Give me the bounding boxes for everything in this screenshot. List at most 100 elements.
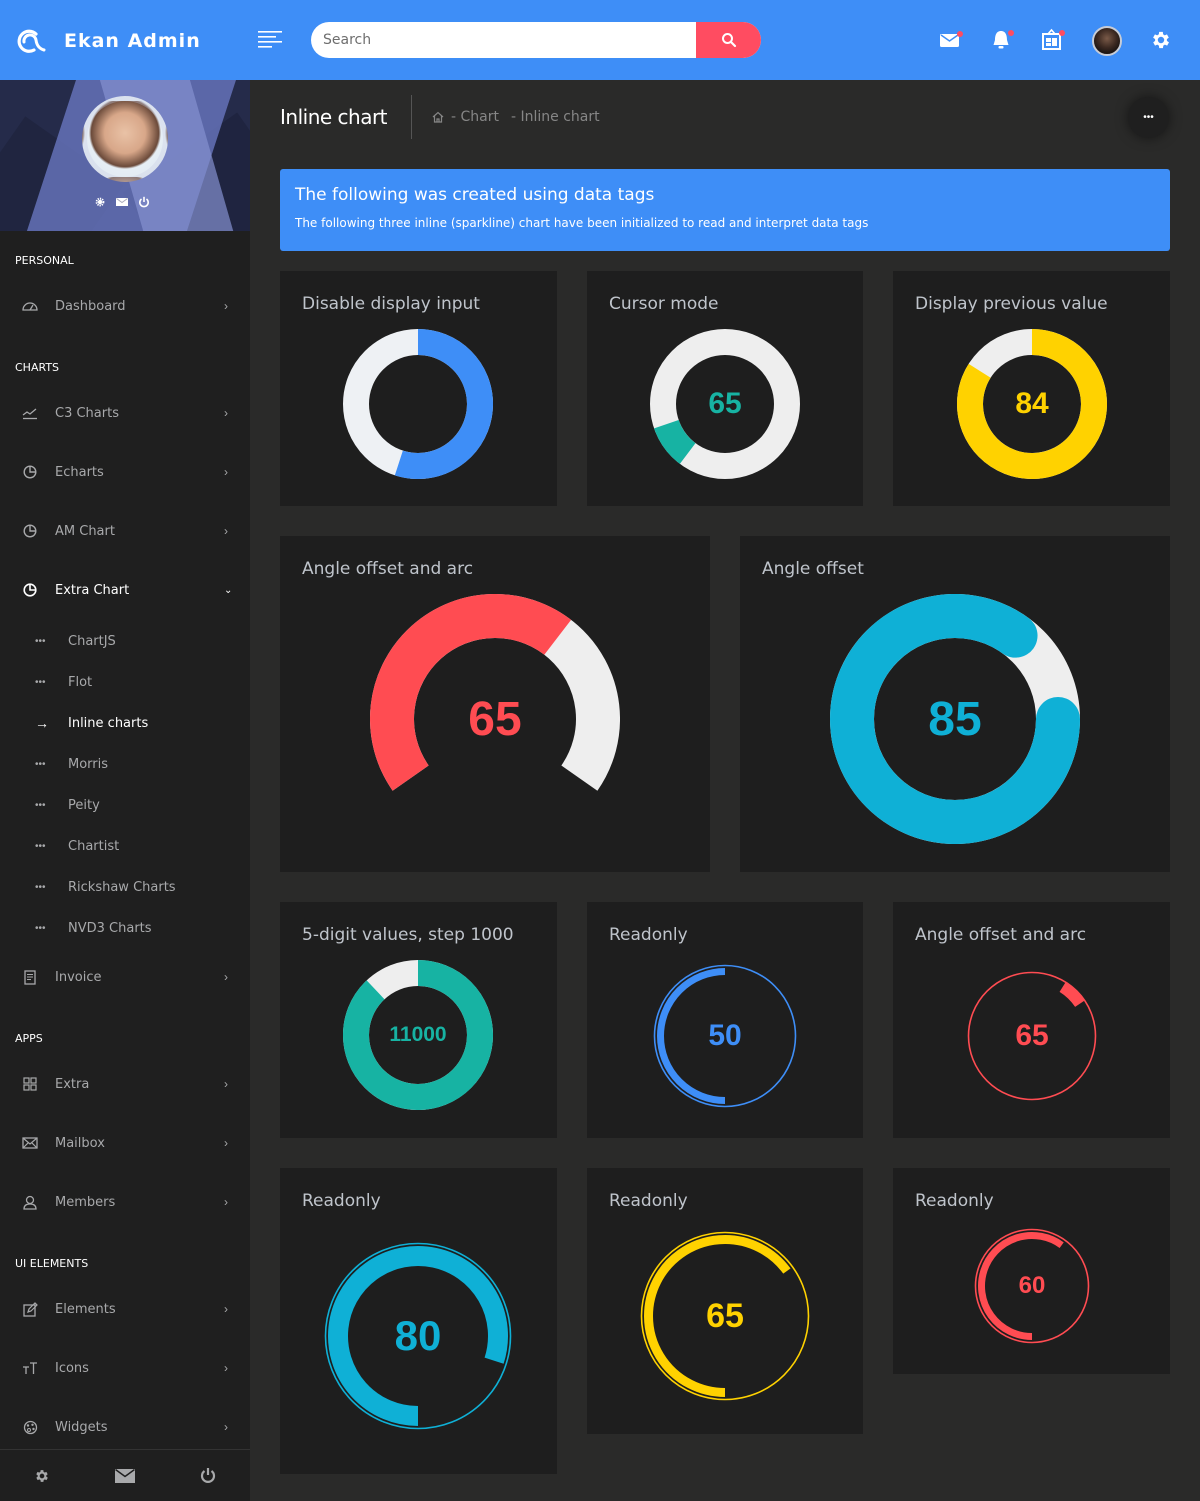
dots-icon: •••: [35, 881, 46, 893]
search-button[interactable]: [696, 22, 761, 58]
breadcrumb-chart[interactable]: - Chart: [451, 109, 499, 125]
chevron-right-icon: ›: [224, 1420, 228, 1434]
user-icon: [22, 1194, 38, 1210]
section-header-charts: CHARTS: [15, 361, 60, 374]
sidebar-subitem-inline-charts[interactable]: → Inline charts: [0, 711, 250, 735]
sidebar-item-label: Dashboard: [55, 298, 126, 314]
chevron-right-icon: ›: [224, 524, 228, 538]
sidebar-item-invoice[interactable]: Invoice ›: [0, 962, 250, 992]
sidebar-subitem-morris[interactable]: ••• Morris: [0, 752, 250, 776]
chevron-right-icon: ›: [224, 1077, 228, 1091]
breadcrumb: - Chart - Inline chart: [431, 109, 600, 125]
knob-card: Angle offset and arc 65: [893, 902, 1170, 1138]
sidebar-item-extra-chart[interactable]: Extra Chart ⌄: [0, 575, 250, 605]
gauge-arc: [370, 594, 620, 791]
chevron-right-icon: ›: [224, 1361, 228, 1375]
knob-card: Readonly 80: [280, 1168, 557, 1474]
gauge-value: 60: [1018, 1272, 1046, 1299]
bell-icon: [993, 31, 1009, 49]
calendar-button[interactable]: [1041, 28, 1065, 52]
gauge-value: 11000: [389, 1023, 447, 1046]
footer-settings-button[interactable]: [0, 1450, 83, 1501]
gauge-value: 84: [1015, 387, 1049, 420]
sidebar-subitem-label: Chartist: [68, 838, 120, 854]
sidebar-item-extra[interactable]: Extra ›: [0, 1069, 250, 1099]
sidebar-item-am-chart[interactable]: AM Chart ›: [0, 516, 250, 546]
power-icon: [139, 196, 149, 208]
knob-card: Display previous value 84: [893, 271, 1170, 506]
user-avatar[interactable]: [1092, 26, 1122, 56]
card-title: Display previous value: [915, 294, 1108, 314]
sidebar-subitem-peity[interactable]: ••• Peity: [0, 793, 250, 817]
knob-gauge: 80: [324, 1242, 512, 1430]
gauge-arc: [967, 971, 1097, 1101]
knob-gauge[interactable]: 85: [830, 594, 1080, 844]
sidebar-subitem-label: Peity: [68, 797, 100, 813]
pie-chart-icon: [22, 464, 38, 480]
gauge-arc: [343, 960, 493, 1110]
profile-mail-button[interactable]: [116, 196, 128, 208]
card-title: Angle offset and arc: [915, 925, 1087, 945]
sidebar-item-dashboard[interactable]: Dashboard ›: [0, 291, 250, 321]
profile-avatar[interactable]: [82, 96, 168, 182]
gauge-value: 65: [708, 387, 742, 420]
sidebar-item-mailbox[interactable]: Mailbox ›: [0, 1128, 250, 1158]
more-options-button[interactable]: •••: [1128, 97, 1169, 138]
sidebar-subitem-rickshaw[interactable]: ••• Rickshaw Charts: [0, 875, 250, 899]
knob-gauge[interactable]: 84: [957, 329, 1107, 479]
gauge-arc: [830, 594, 1080, 844]
sidebar-item-members[interactable]: Members ›: [0, 1187, 250, 1217]
chevron-right-icon: ›: [224, 970, 228, 984]
brand[interactable]: Ekan Admin: [14, 26, 201, 56]
callout-text: The following three inline (sparkline) c…: [295, 216, 869, 230]
gauge-value: [343, 329, 493, 479]
sidebar-item-label: Members: [55, 1194, 116, 1210]
messages-button[interactable]: [939, 28, 963, 52]
card-title: 5-digit values, step 1000: [302, 925, 514, 945]
notifications-button[interactable]: [990, 28, 1014, 52]
sidebar-item-widgets[interactable]: Widgets ›: [0, 1412, 250, 1442]
dots-icon: •••: [35, 840, 46, 852]
home-icon[interactable]: [431, 110, 445, 124]
gear-icon: [95, 197, 105, 207]
info-callout: The following was created using data tag…: [280, 169, 1170, 251]
sidebar-subitem-label: Inline charts: [68, 715, 149, 731]
gauge-arc: [974, 1228, 1090, 1344]
footer-logout-button[interactable]: [167, 1450, 250, 1501]
knob-gauge[interactable]: 65: [650, 329, 800, 479]
sidebar-subitem-chartjs[interactable]: ••• ChartJS: [0, 629, 250, 653]
footer-mail-button[interactable]: [83, 1450, 166, 1501]
mail-icon: [114, 1468, 135, 1483]
sidebar-subitem-chartist[interactable]: ••• Chartist: [0, 834, 250, 858]
chevron-right-icon: ›: [224, 1195, 228, 1209]
pie-chart-icon: [22, 582, 38, 598]
sidebar-subitem-nvd3[interactable]: ••• NVD3 Charts: [0, 916, 250, 940]
knob-gauge: 60: [974, 1228, 1090, 1344]
section-header-personal: PERSONAL: [15, 254, 74, 267]
settings-button[interactable]: [1150, 28, 1174, 52]
sidebar: PERSONAL Dashboard › CHARTS C3 Charts › …: [0, 80, 250, 1501]
mail-icon: [22, 1135, 38, 1151]
knob-gauge[interactable]: [343, 329, 493, 479]
sidebar-item-label: Mailbox: [55, 1135, 105, 1151]
knob-gauge[interactable]: 65: [370, 594, 620, 844]
mail-icon: [940, 34, 959, 47]
profile-logout-button[interactable]: [138, 196, 150, 208]
arrow-right-icon: →: [35, 715, 49, 731]
sidebar-item-echarts[interactable]: Echarts ›: [0, 457, 250, 487]
sidebar-item-elements[interactable]: Elements ›: [0, 1294, 250, 1324]
card-title: Cursor mode: [609, 294, 719, 314]
sidebar-item-label: Widgets: [55, 1419, 108, 1435]
search-input[interactable]: [311, 22, 696, 58]
sidebar-item-c3-charts[interactable]: C3 Charts ›: [0, 398, 250, 428]
sidebar-item-label: Elements: [55, 1301, 116, 1317]
breadcrumb-inline-chart: - Inline chart: [510, 109, 600, 125]
search-bar: [311, 22, 761, 58]
sidebar-subitem-flot[interactable]: ••• Flot: [0, 670, 250, 694]
sidebar-item-icons[interactable]: Icons ›: [0, 1353, 250, 1383]
menu-toggle-icon[interactable]: [258, 30, 282, 48]
text-size-icon: [22, 1360, 38, 1376]
calendar-icon: [1042, 28, 1061, 50]
profile-settings-button[interactable]: [94, 196, 106, 208]
knob-gauge[interactable]: 11000: [343, 960, 493, 1110]
